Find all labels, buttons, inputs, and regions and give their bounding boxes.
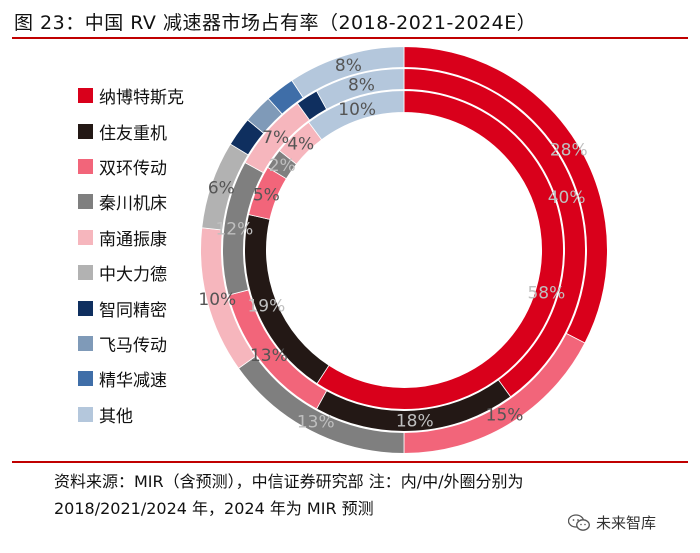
legend-item: 飞马传动 [78, 326, 184, 361]
legend-label: 精华减速 [99, 371, 167, 392]
legend-swatch [78, 194, 93, 210]
data-label: 2% [269, 156, 296, 176]
legend-label: 秦川机床 [99, 194, 167, 215]
data-label: 58% [527, 283, 565, 303]
legend-label: 其他 [99, 406, 133, 427]
source-line-2: 2018/2021/2024 年，2024 年为 MIR 预测 [54, 499, 374, 518]
watermark: 未来智库 [567, 512, 657, 533]
data-label: 4% [287, 134, 314, 154]
legend-swatch [78, 158, 93, 174]
legend-label: 南通振康 [99, 229, 167, 250]
data-label: 10% [198, 290, 236, 310]
data-label: 18% [396, 412, 434, 432]
legend-swatch [78, 123, 93, 139]
donut-slice-2021-其他 [316, 68, 405, 110]
donut-slice-2024E-其他 [291, 46, 405, 99]
source-note: 资料来源：MIR（含预测），中信证券研究部 注：内/中/外圈分别为 2018/2… [54, 468, 524, 522]
donut-slice-2018-纳博特斯克 [316, 90, 564, 410]
data-label: 13% [250, 346, 288, 366]
data-label: 8% [335, 56, 362, 76]
legend-label: 住友重机 [99, 123, 167, 144]
source-rule [12, 461, 688, 463]
legend-swatch [78, 229, 93, 245]
data-label: 15% [486, 406, 524, 426]
legend-item: 智同精密 [78, 290, 184, 325]
legend-swatch [78, 88, 93, 104]
watermark-text: 未来智库 [596, 514, 657, 532]
wechat-icon [567, 513, 590, 532]
legend-item: 住友重机 [78, 113, 184, 148]
legend-label: 智同精密 [99, 300, 167, 321]
legend-label: 双环传动 [99, 158, 167, 179]
figure-title: 图 23：中国 RV 减速器市场占有率（2018-2021-2024E） [14, 12, 537, 34]
legend-swatch [78, 406, 93, 422]
legend-item: 精华减速 [78, 361, 184, 396]
legend-label: 纳博特斯克 [99, 88, 184, 109]
data-label: 7% [262, 128, 289, 148]
data-label: 8% [348, 75, 375, 95]
data-label: 19% [247, 297, 285, 317]
data-label: 40% [548, 188, 586, 208]
legend-swatch [78, 265, 93, 281]
legend-swatch [78, 300, 93, 316]
legend-swatch [78, 335, 93, 351]
legend-item: 双环传动 [78, 149, 184, 184]
data-label: 6% [208, 179, 235, 199]
legend-swatch [78, 371, 93, 387]
legend-label: 飞马传动 [99, 335, 167, 356]
legend-label: 中大力德 [99, 265, 167, 286]
legend-item: 纳博特斯克 [78, 78, 184, 113]
data-label: 13% [297, 413, 335, 433]
source-line-1: 资料来源：MIR（含预测），中信证券研究部 注：内/中/外圈分别为 [54, 472, 524, 491]
data-label: 10% [338, 100, 376, 120]
legend-item: 秦川机床 [78, 184, 184, 219]
title-rule [12, 37, 688, 39]
legend-item: 南通振康 [78, 220, 184, 255]
legend-item: 其他 [78, 397, 184, 432]
data-label: 12% [215, 220, 253, 240]
legend-item: 中大力德 [78, 255, 184, 290]
chart-legend: 纳博特斯克住友重机双环传动秦川机床南通振康中大力德智同精密飞马传动精华减速其他 [78, 78, 184, 432]
data-label: 5% [253, 185, 280, 205]
data-label: 28% [550, 140, 588, 160]
donut-slice-2018-其他 [308, 90, 405, 141]
